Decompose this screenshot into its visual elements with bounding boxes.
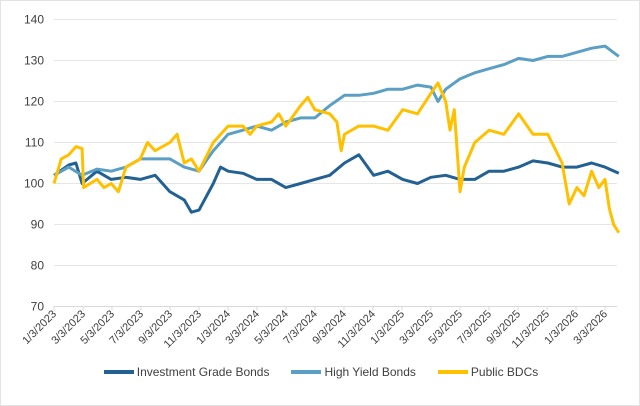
y-tick-label: 100 [24,177,44,191]
legend-label: High Yield Bonds [324,365,416,379]
y-tick-label: 80 [31,259,45,273]
legend-label: Public BDCs [470,365,539,379]
legend-label: Investment Grade Bonds [136,365,270,379]
series-line-high-yield-bonds [53,44,620,177]
y-tick-label: 120 [24,95,44,109]
y-tick-label: 110 [25,136,44,150]
legend: Investment Grade Bonds High Yield Bonds … [1,365,639,379]
series-lines [52,44,621,234]
legend-item-high-yield: High Yield Bonds [291,365,416,379]
y-tick-label: 70 [31,300,45,314]
legend-item-public-bdcs: Public BDCs [437,365,539,379]
series-line-investment-grade-bonds [53,153,620,214]
x-axis-ticks: 1/3/20233/3/20235/3/20237/3/20239/3/2023… [20,306,610,351]
gridlines [54,19,617,307]
legend-item-investment-grade: Investment Grade Bonds [103,365,270,379]
legend-swatch [437,370,468,374]
y-tick-label: 140 [24,13,44,27]
y-tick-label: 130 [24,54,44,68]
y-axis-ticks: 70 80 90 100 110 120 130 140 [24,13,44,314]
legend-swatch [103,370,134,374]
y-tick-label: 90 [31,218,45,232]
series-line-public-bdcs [52,81,621,234]
legend-swatch [291,370,322,374]
